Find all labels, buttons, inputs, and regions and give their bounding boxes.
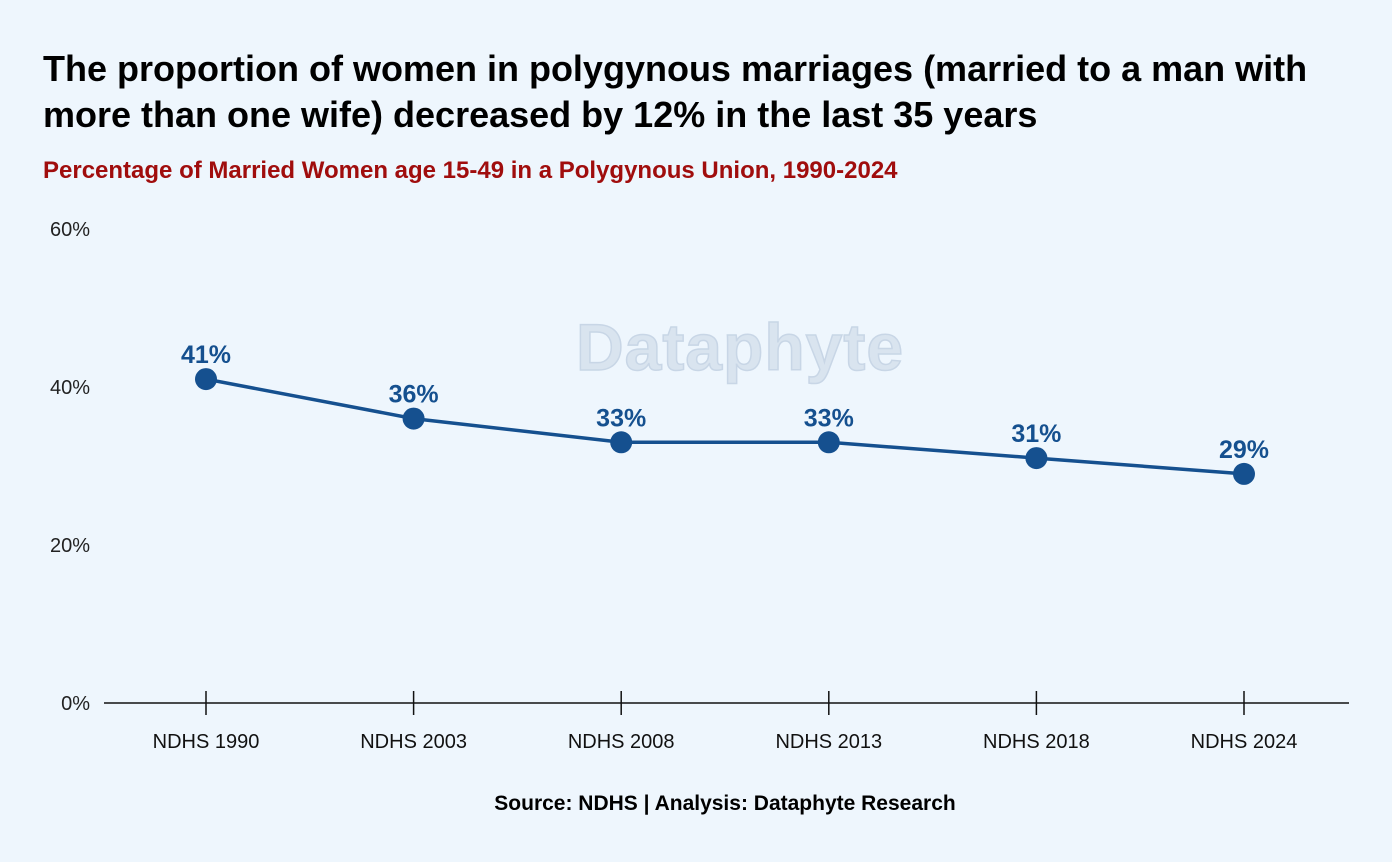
x-tick-label: NDHS 1990 (153, 731, 260, 753)
x-axis: NDHS 1990 NDHS 2003 NDHS 2008 NDHS 2013 NDHS… (153, 691, 1298, 753)
data-label: 33% (596, 404, 646, 432)
source-note: Source: NDHS | Analysis: Dataphyte Resea… (494, 792, 956, 815)
y-tick-label: 40% (50, 377, 90, 399)
data-point (1025, 447, 1048, 470)
data-label: 41% (181, 341, 231, 369)
x-tick-label: NDHS 2013 (775, 731, 882, 753)
data-point (195, 368, 217, 391)
y-tick-label: 60% (50, 219, 90, 241)
chart-title: The proportion of women in polygynous ma… (43, 48, 1308, 135)
data-point (402, 407, 425, 430)
data-points (195, 368, 1255, 485)
x-tick-label: NDHS 2003 (360, 731, 467, 753)
watermark-logo: Dataphyte (576, 310, 904, 384)
y-tick-label: 20% (50, 535, 90, 557)
data-point (817, 431, 840, 454)
data-point (1233, 462, 1255, 485)
x-tick-label: NDHS 2018 (983, 731, 1090, 753)
data-label: 33% (804, 404, 854, 432)
data-label: 31% (1011, 420, 1061, 448)
y-axis: 0% 20% 40% 60% (50, 219, 90, 715)
x-tick-label: NDHS 2024 (1191, 731, 1298, 753)
series-line (205, 377, 1245, 476)
y-tick-label: 0% (61, 693, 90, 715)
data-labels: 41% 36% 33% 33% 31% 29% (181, 341, 1269, 464)
data-label: 29% (1219, 436, 1269, 464)
data-point (610, 431, 633, 454)
x-tick-label: NDHS 2008 (568, 731, 675, 753)
chart-subtitle: Percentage of Married Women age 15-49 in… (43, 157, 898, 184)
data-label: 36% (389, 381, 439, 409)
